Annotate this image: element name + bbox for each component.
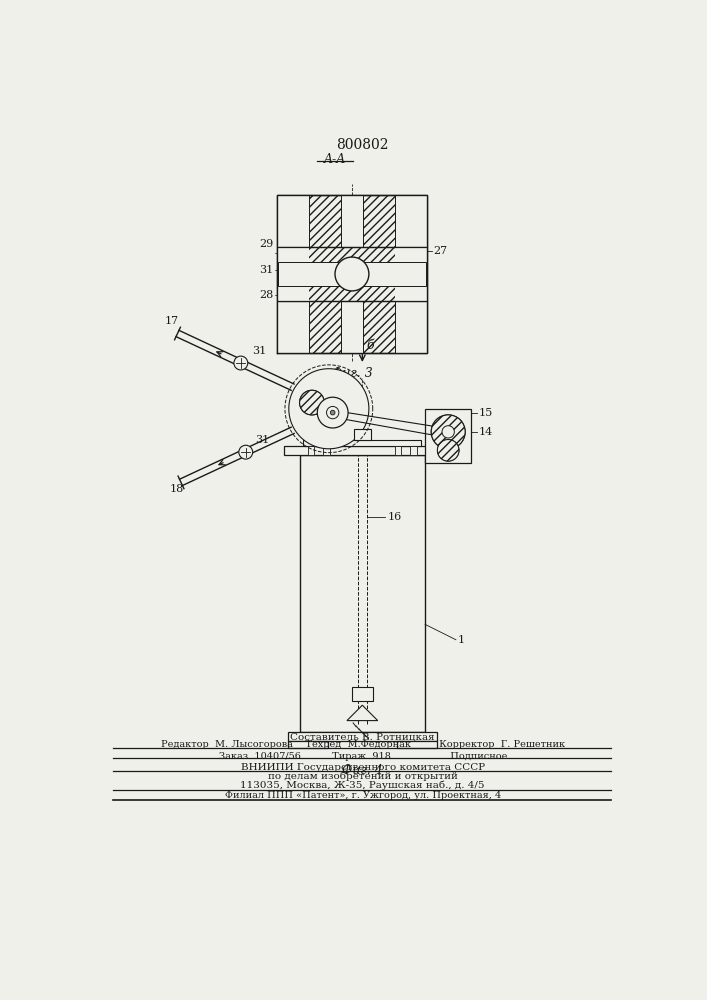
Bar [278, 262, 426, 286]
Circle shape [300, 390, 325, 415]
Bar [395, 446, 402, 455]
Bar [324, 446, 329, 455]
Bar [354, 429, 370, 440]
Bar [425, 409, 472, 463]
Circle shape [438, 440, 459, 461]
Text: 16: 16 [387, 512, 402, 522]
Circle shape [300, 390, 325, 415]
Circle shape [438, 440, 459, 461]
Text: Фиг. 3: Фиг. 3 [332, 367, 373, 380]
Circle shape [335, 257, 369, 291]
Circle shape [317, 397, 348, 428]
Text: Фиг. 4: Фиг. 4 [342, 764, 382, 777]
Text: 1: 1 [457, 635, 464, 645]
Bar [284, 446, 440, 455]
Bar [351, 687, 373, 701]
Bar [341, 195, 363, 353]
Bar [300, 455, 425, 732]
Text: A-A: A-A [324, 153, 346, 166]
Text: 113035, Москва, Ж-35, Раушская наб., д. 4/5: 113035, Москва, Ж-35, Раушская наб., д. … [240, 780, 485, 790]
Circle shape [442, 426, 455, 438]
Text: Составитель В. Ротницкая: Составитель В. Ротницкая [291, 732, 435, 741]
Polygon shape [347, 705, 378, 721]
Bar [277, 195, 427, 353]
Bar [303, 440, 421, 446]
Text: 28: 28 [259, 290, 273, 300]
Bar [395, 195, 427, 353]
Bar [308, 446, 314, 455]
Bar [397, 741, 437, 748]
Text: 27: 27 [433, 246, 448, 256]
Text: 31: 31 [259, 265, 273, 275]
Circle shape [431, 415, 465, 449]
Circle shape [330, 410, 335, 415]
Text: по делам изобретений и открытий: по делам изобретений и открытий [268, 771, 457, 781]
Text: 15: 15 [479, 408, 493, 418]
Text: 800802: 800802 [337, 138, 389, 152]
Text: Филиал ППП «Патент», г. Ужгород, ул. Проектная, 4: Филиал ППП «Патент», г. Ужгород, ул. Про… [225, 791, 501, 800]
Bar [288, 741, 328, 748]
Text: 14: 14 [479, 427, 493, 437]
Circle shape [431, 415, 465, 449]
Circle shape [288, 369, 369, 449]
Circle shape [327, 406, 339, 419]
Text: 31: 31 [255, 435, 269, 445]
Text: 29: 29 [259, 239, 273, 249]
Circle shape [234, 356, 247, 370]
Bar [395, 247, 427, 301]
Bar [411, 446, 416, 455]
Bar [277, 247, 309, 301]
Bar [288, 732, 437, 741]
Text: Редактор  М. Лысогорова    Техред  М.Федорнак         Корректор  Г. Решетник: Редактор М. Лысогорова Техред М.Федорнак… [160, 740, 565, 749]
Bar [278, 247, 426, 301]
Text: 31: 31 [252, 346, 267, 356]
Bar [277, 195, 309, 353]
Text: 17: 17 [164, 316, 178, 326]
Text: б: б [366, 339, 374, 352]
Text: 18: 18 [170, 484, 185, 494]
Text: Заказ  10407/56          Тираж  918                   Подписное: Заказ 10407/56 Тираж 918 Подписное [218, 752, 507, 761]
Circle shape [239, 445, 252, 459]
Text: ВНИИПИ Государственного комитета СССР: ВНИИПИ Государственного комитета СССР [240, 763, 485, 772]
